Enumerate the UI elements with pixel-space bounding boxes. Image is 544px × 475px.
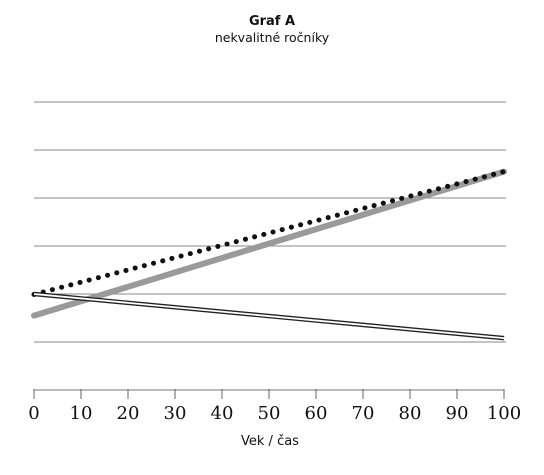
x-axis: 0 10 20 30 40 50 60 70 80 90 100 [28,389,521,424]
x-tick-label: 30 [164,403,187,424]
chart-subtitle: nekvalitné ročníky [214,30,330,45]
x-tick-label: 0 [28,403,39,424]
x-tick-label: 80 [399,403,422,424]
x-tick-label: 60 [305,403,328,424]
series-line-double-inner [33,293,505,340]
x-tick-label: 10 [70,403,93,424]
x-tick-label: 20 [117,403,140,424]
series-line-dotted [31,169,507,297]
chart-title: Graf A [248,14,296,29]
x-tick-label: 100 [487,403,521,424]
x-tick-label: 50 [258,403,281,424]
series-line-gray [31,168,507,319]
x-tick-label: 40 [211,403,234,424]
gridlines [34,101,506,343]
x-axis-label: Vek / čas [241,434,299,449]
x-tick-label: 70 [352,403,375,424]
x-tick-label: 90 [446,403,469,424]
chart-title-block: Graf A nekvalitné ročníky [0,14,544,46]
series-group [31,168,507,341]
